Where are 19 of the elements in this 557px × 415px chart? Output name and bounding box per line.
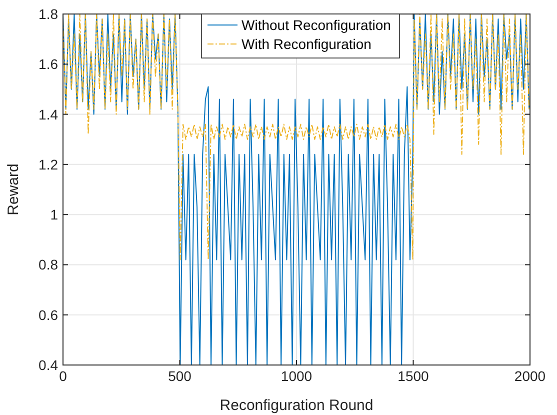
- y-tick-label: 0.8: [38, 256, 58, 273]
- x-tick-label: 0: [59, 368, 68, 384]
- y-tick-label: 1.8: [38, 6, 58, 22]
- y-tick-label: 1.6: [38, 56, 58, 72]
- y-tick-label: 0.6: [38, 306, 58, 323]
- x-tick-label: 1500: [398, 368, 430, 384]
- y-tick-label: 1.2: [38, 156, 58, 172]
- y-tick-label: 1: [50, 206, 58, 223]
- legend-label: With Reconfiguration: [242, 36, 372, 52]
- x-tick-label: 2000: [514, 368, 546, 384]
- line-series: [62, 14, 530, 260]
- x-tick-label: 500: [168, 368, 192, 384]
- y-tick-label: 1.4: [38, 106, 58, 122]
- x-tick-label: 1000: [280, 368, 312, 384]
- y-tick-label: 0.4: [38, 357, 58, 373]
- line-series: [62, 14, 530, 366]
- legend-label: Without Reconfiguration: [242, 17, 391, 33]
- y-axis-title: Reward: [5, 164, 22, 216]
- x-axis-title: Reconfiguration Round: [220, 397, 374, 414]
